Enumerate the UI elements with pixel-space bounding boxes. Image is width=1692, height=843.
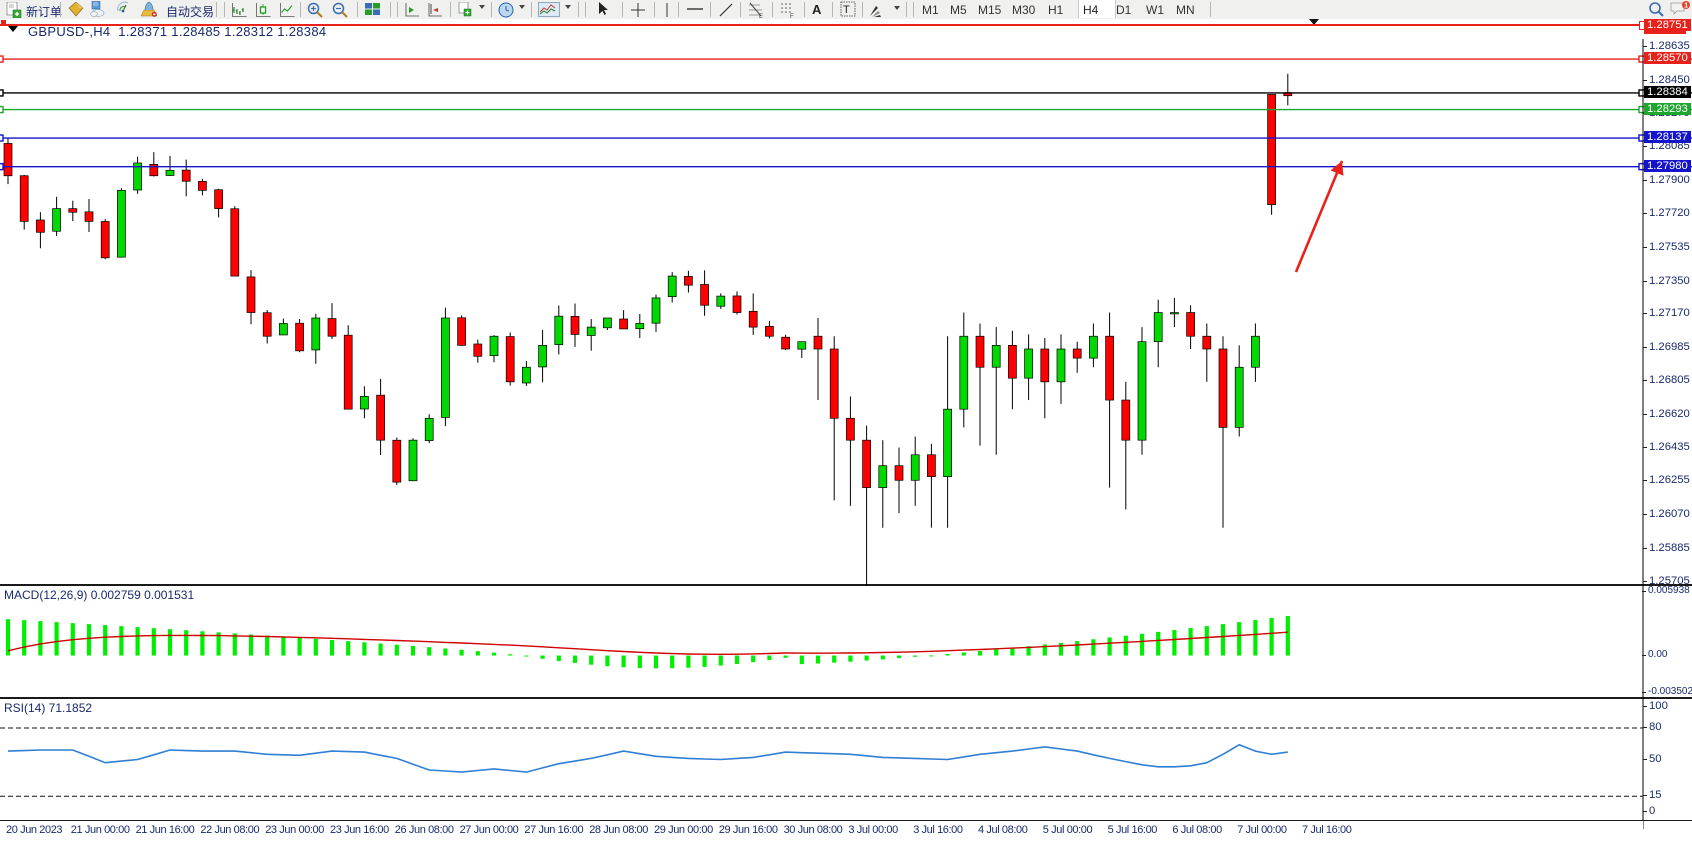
svg-text:E: E bbox=[759, 14, 763, 18]
svg-text:F: F bbox=[790, 14, 794, 18]
svg-text:1: 1 bbox=[1684, 3, 1688, 10]
svg-text:A: A bbox=[812, 2, 822, 16]
svg-text:T: T bbox=[843, 4, 850, 16]
